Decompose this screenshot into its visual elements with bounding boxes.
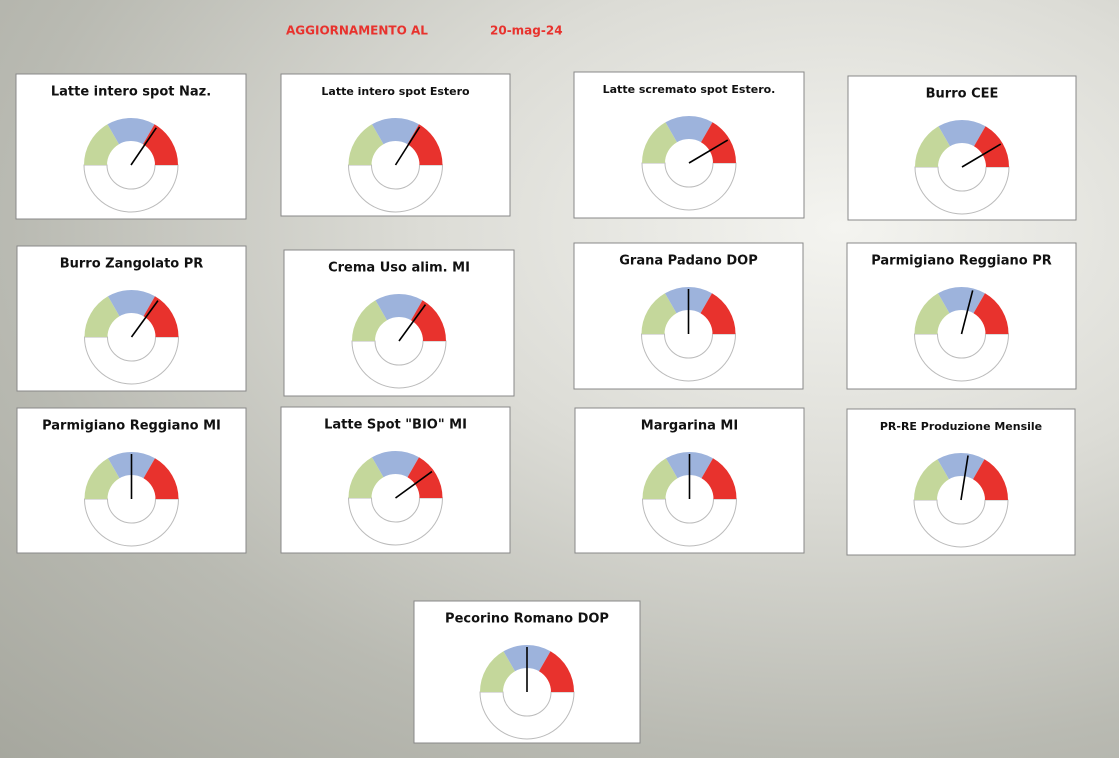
gauges: AGGIORNAMENTO AL 20-mag-24 Latte intero … xyxy=(0,0,1119,758)
gauge-title: Latte intero spot Naz. xyxy=(51,85,211,100)
gauge-title: Parmigiano Reggiano PR xyxy=(871,254,1052,269)
gauge-title: PR-RE Produzione Mensile xyxy=(880,420,1042,433)
gauge-title: Grana Padano DOP xyxy=(619,254,758,269)
gauge-title: Margarina MI xyxy=(641,419,738,434)
update-date: 20-mag-24 xyxy=(490,24,563,38)
dashboard: AGGIORNAMENTO AL 20-mag-24 Latte intero … xyxy=(0,0,1119,758)
gauge-title: Crema Uso alim. MI xyxy=(328,261,470,276)
gauge-title: Burro CEE xyxy=(926,87,999,102)
gauge-title: Parmigiano Reggiano MI xyxy=(42,419,221,434)
update-label: AGGIORNAMENTO AL xyxy=(286,24,428,38)
gauge-title: Burro Zangolato PR xyxy=(60,257,204,272)
gauge-title: Latte scremato spot Estero. xyxy=(603,83,776,96)
gauge-title: Latte intero spot Estero xyxy=(321,85,470,98)
gauge-title: Pecorino Romano DOP xyxy=(445,612,609,627)
gauge-title: Latte Spot "BIO" MI xyxy=(324,418,467,433)
